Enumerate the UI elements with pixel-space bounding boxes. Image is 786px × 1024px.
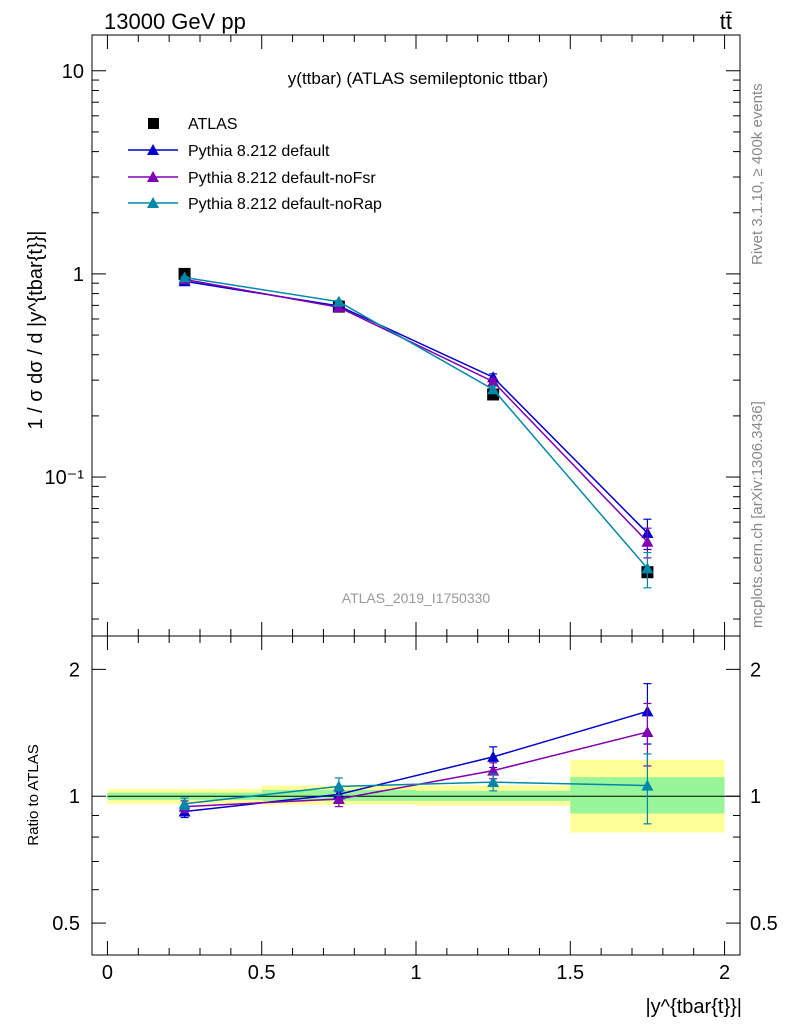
- ratio-xtick-label: 0.5: [248, 962, 276, 984]
- ratio-pythia-norap-line: [184, 781, 648, 805]
- legend-label-atlas: ATLAS: [188, 116, 238, 133]
- energy-label: 13000 GeV pp: [104, 9, 246, 34]
- legend: ATLAS Pythia 8.212 default Pythia 8.212 …: [128, 116, 382, 213]
- ratio-series: [178, 683, 654, 825]
- x-axis-label: |y^{tbar{t}}|: [645, 996, 742, 1018]
- main-title: y(ttbar) (ATLAS semileptonic ttbar): [288, 69, 548, 88]
- main-pythia-nofsr-point: [487, 375, 500, 387]
- main-pythia-norap-line: [184, 276, 648, 569]
- legend-marker-atlas: [148, 118, 159, 129]
- legend-marker-nofsr: [147, 171, 159, 182]
- ratio-pythia-default-point: [487, 750, 500, 762]
- ratio-ytick-label: 0.5: [52, 913, 80, 935]
- legend-label-default: Pythia 8.212 default: [188, 143, 330, 160]
- main-ticks: 10 1 10⁻¹: [45, 35, 740, 636]
- ratio-xtick-label: 1.5: [556, 962, 584, 984]
- ratio-pythia-norap-point: [178, 797, 191, 809]
- legend-marker-default: [147, 144, 159, 155]
- process-label: tt̄: [720, 9, 732, 34]
- main-pythia-nofsr-point: [332, 301, 345, 313]
- main-pythia-norap-point: [178, 271, 191, 283]
- main-pythia-norap-point: [487, 383, 500, 395]
- legend-marker-norap: [147, 197, 159, 208]
- main-pythia-default-line: [184, 280, 648, 534]
- ratio-ytick-label: 1: [69, 786, 80, 808]
- main-ytick-label: 10⁻¹: [45, 467, 85, 489]
- ratio-xtick-label: 0: [102, 962, 113, 984]
- rivet-label: Rivet 3.1.10, ≥ 400k events: [749, 83, 766, 265]
- ratio-ticks: 0.5 0.5 1 1 2 2 0 0.5 1 1.5 2: [52, 636, 778, 984]
- ratio-pythia-nofsr-point: [332, 792, 345, 804]
- ratio-ylabel: Ratio to ATLAS: [25, 744, 42, 845]
- legend-label-nofsr: Pythia 8.212 default-noFsr: [188, 170, 376, 187]
- main-pythia-nofsr-line: [184, 278, 648, 543]
- ratio-pythia-norap-point: [487, 776, 500, 788]
- watermark: ATLAS_2019_I1750330: [342, 590, 491, 606]
- ratio-ytick-label-right: 2: [750, 659, 761, 681]
- ratio-ytick-label-right: 1: [750, 786, 761, 808]
- main-series: [178, 267, 654, 589]
- ratio-pythia-nofsr-point: [641, 726, 654, 738]
- main-ylabel: 1 / σ dσ / d |y^{tbar{t}}|: [25, 230, 47, 429]
- ratio-pythia-norap-point: [641, 779, 654, 791]
- main-ytick-label: 1: [73, 264, 84, 286]
- ratio-ytick-label: 2: [69, 659, 80, 681]
- ratio-pythia-nofsr-point: [487, 764, 500, 776]
- main-ytick-label: 10: [62, 61, 84, 83]
- ratio-pythia-norap-point: [332, 780, 345, 792]
- ratio-ytick-label-right: 0.5: [750, 913, 778, 935]
- legend-label-norap: Pythia 8.212 default-noRap: [188, 196, 382, 213]
- ratio-xtick-label: 1: [410, 962, 421, 984]
- mcplots-label: mcplots.cern.ch [arXiv:1306.3436]: [749, 401, 766, 628]
- main-pythia-norap-point: [641, 562, 654, 574]
- ratio-xtick-label: 2: [719, 962, 730, 984]
- main-pythia-norap-point: [332, 295, 345, 307]
- main-pythia-nofsr-point: [641, 535, 654, 547]
